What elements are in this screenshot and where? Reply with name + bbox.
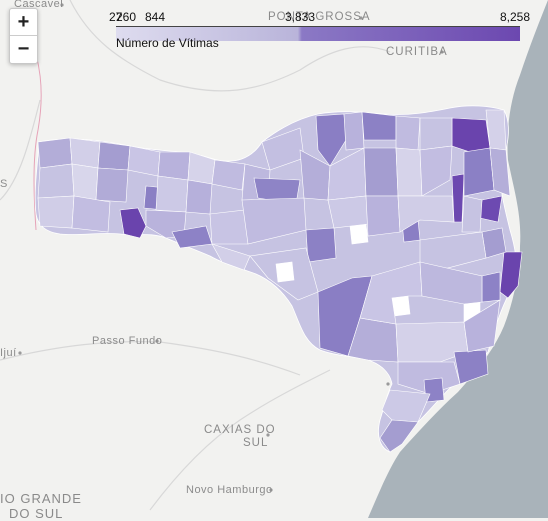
legend-tick-3: 3,833	[285, 10, 316, 24]
legend-tick-4: 8,258	[500, 10, 531, 24]
municipality[interactable]	[361, 111, 397, 141]
city-label-rio-grande-2: DO SUL	[9, 506, 64, 521]
legend-tick-0: 27	[109, 10, 123, 24]
city-label-cascavel: Cascavel	[14, 0, 64, 10]
city-label-ijui: Ijuí	[0, 347, 17, 359]
municipality[interactable]	[69, 137, 101, 169]
municipality[interactable]	[349, 223, 369, 245]
municipality[interactable]	[461, 195, 483, 233]
municipality[interactable]	[463, 299, 501, 353]
municipality[interactable]	[97, 141, 131, 171]
municipality[interactable]	[305, 227, 337, 263]
municipality[interactable]	[397, 361, 461, 395]
city-label-novo-hamburgo: Novo Hamburgo	[186, 484, 273, 496]
city-label-caxias-2: SUL	[243, 437, 269, 449]
municipality[interactable]	[343, 111, 365, 151]
municipality[interactable]	[71, 163, 99, 201]
municipality[interactable]	[275, 261, 295, 283]
municipality[interactable]	[211, 243, 251, 271]
municipality[interactable]	[419, 117, 453, 151]
municipality[interactable]	[395, 321, 469, 363]
municipality[interactable]	[37, 195, 75, 229]
municipality[interactable]	[419, 261, 483, 305]
municipality[interactable]	[363, 147, 399, 197]
municipality[interactable]	[119, 207, 147, 239]
municipality[interactable]	[391, 295, 411, 317]
city-label-passo-fundo: Passo Fundo	[92, 335, 163, 347]
municipality[interactable]	[37, 163, 75, 199]
city-dots	[18, 3, 444, 492]
municipality[interactable]	[479, 195, 503, 223]
municipality[interactable]	[187, 151, 216, 185]
legend-tick-2: 844	[145, 10, 166, 24]
municipality[interactable]	[211, 159, 246, 191]
municipality[interactable]	[365, 195, 401, 237]
municipality[interactable]	[481, 271, 501, 303]
legend-color-bar	[116, 26, 520, 41]
zoom-control: + −	[9, 8, 38, 64]
legend-tick-1: 260	[116, 10, 137, 24]
santa-catarina-municipalities[interactable]	[34, 105, 523, 453]
zoom-out-button[interactable]: −	[10, 35, 37, 62]
ocean	[368, 0, 548, 518]
legend-title: Número de Vítimas	[116, 36, 219, 50]
color-legend: 27 260 844 3,833 8,258 Número de Vítimas	[109, 6, 532, 50]
municipality[interactable]	[453, 349, 489, 385]
municipality[interactable]	[37, 137, 73, 169]
municipality[interactable]	[463, 147, 495, 197]
municipality[interactable]	[379, 419, 419, 453]
municipality[interactable]	[395, 147, 423, 197]
municipality[interactable]	[419, 145, 453, 197]
municipality[interactable]	[395, 115, 421, 151]
city-label-rio-grande-1: IO GRANDE	[0, 491, 82, 506]
municipality[interactable]	[71, 195, 111, 233]
roads	[0, 0, 391, 511]
municipality[interactable]	[419, 231, 487, 271]
municipality[interactable]	[451, 117, 491, 153]
municipality[interactable]	[451, 173, 465, 223]
municipality[interactable]	[155, 175, 189, 213]
city-label-curitiba: CURITIBA	[386, 46, 448, 58]
municipality[interactable]	[185, 179, 213, 215]
municipality[interactable]	[241, 197, 307, 245]
city-label-caxias-1: CAXIAS DO	[204, 424, 276, 436]
city-label-ponta-grossa: PONTA GROSSA	[268, 11, 371, 23]
city-label-edge-s: S	[0, 178, 8, 190]
municipality[interactable]	[157, 151, 191, 181]
municipality[interactable]	[489, 147, 511, 197]
municipality[interactable]	[397, 195, 455, 233]
municipality[interactable]	[327, 195, 369, 229]
municipality[interactable]	[95, 167, 129, 203]
municipality[interactable]	[499, 251, 523, 299]
municipality[interactable]	[315, 113, 347, 167]
municipality[interactable]	[209, 209, 249, 245]
zoom-in-button[interactable]: +	[17, 11, 30, 33]
